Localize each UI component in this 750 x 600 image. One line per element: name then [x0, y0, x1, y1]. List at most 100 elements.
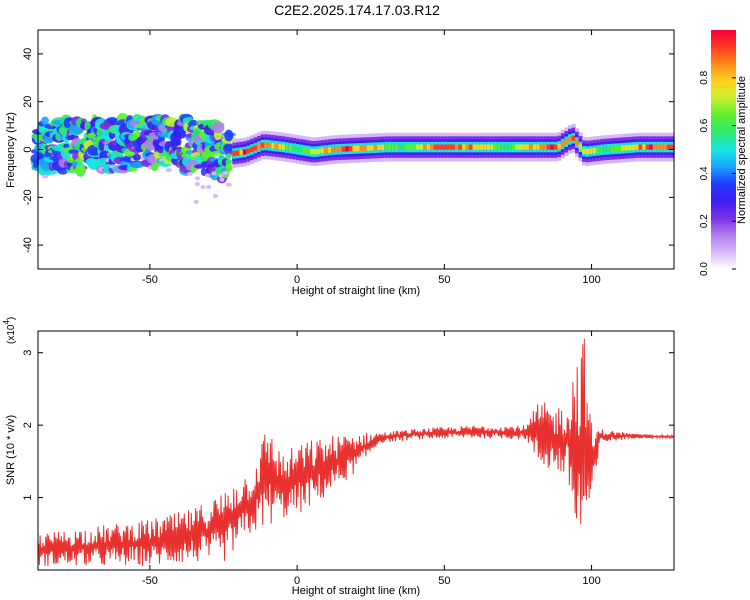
heatmap-cell [571, 135, 576, 141]
heatmap-cell [380, 144, 385, 150]
heatmap-cell [129, 161, 145, 168]
heatmap-cell [239, 149, 244, 156]
heatmap-cell [194, 182, 200, 187]
heatmap-cell [384, 144, 389, 150]
heatmap-cell [564, 139, 569, 145]
heatmap-cell [585, 148, 590, 155]
colorbar-tick-label: 0.0 [699, 262, 710, 276]
heatmap-cell [260, 142, 265, 148]
snr-y-tick-label: 2 [22, 422, 34, 428]
heatmap-cell [423, 144, 428, 150]
snr-y-ticks: 1 2 3 [22, 350, 674, 501]
heatmap-cell [341, 146, 346, 152]
heatmap-cell [426, 144, 431, 150]
heatmap-cell [42, 174, 49, 179]
heatmap-cell [398, 144, 403, 150]
heatmap-cell [659, 144, 664, 150]
heatmap-cell [285, 144, 290, 151]
heatmap-cell [225, 159, 233, 165]
heatmap-cell [317, 148, 322, 154]
heatmap-cell [225, 161, 233, 173]
svg-text:(x104): (x104) [2, 317, 17, 344]
heatmap-cell [41, 116, 50, 126]
colorbar-gradient [711, 30, 736, 269]
heatmap-cell [334, 146, 339, 153]
heatmap-cell [539, 144, 544, 150]
snr-y-tick-label: 3 [22, 350, 34, 356]
heatmap-cell [451, 144, 456, 150]
heatmap-cell [257, 144, 262, 150]
heatmap-cell [642, 144, 647, 150]
heatmap-cell [225, 153, 232, 159]
heatmap-cell [292, 146, 297, 152]
heatmap-cell [345, 146, 350, 152]
heatmap-cell [529, 144, 534, 150]
heatmap-cell [599, 147, 604, 153]
heatmap-cell [232, 150, 237, 157]
heatmap-cell [225, 182, 232, 187]
heatmap-cell [610, 146, 615, 152]
spectrogram-y-ticks: -40 -20 0 20 40 [22, 48, 674, 253]
heatmap-cell [253, 145, 258, 151]
snr-x-tick-label: -50 [142, 575, 158, 587]
colorbar-ticks: 0.0 0.2 0.4 0.6 0.8 [699, 70, 736, 276]
spectrogram-x-tick-label: 0 [294, 274, 300, 286]
heatmap-cell [645, 144, 650, 150]
heatmap-cell [363, 145, 368, 151]
heatmap-cell [205, 173, 211, 178]
spectrogram-panel: -50 0 50 100 -40 -20 0 20 40 Height of straight… [5, 29, 675, 297]
figure-title: C2E2.2025.174.17.03.R12 [274, 2, 440, 18]
heatmap-cell [242, 149, 248, 155]
heatmap-cell [663, 144, 668, 150]
colorbar: 0.0 0.2 0.4 0.6 0.8 Normalized spectral ampl… [699, 30, 748, 276]
heatmap-cell [194, 176, 200, 181]
heatmap-cell [299, 147, 304, 153]
heatmap-cell [543, 144, 548, 150]
heatmap-cell [592, 148, 597, 154]
heatmap-cell [603, 146, 608, 153]
heatmap-cell [532, 144, 537, 150]
heatmap-cell [313, 149, 318, 155]
heatmap-cell [437, 144, 442, 150]
snr-x-tick-label: 50 [438, 575, 450, 587]
heatmap-cell [128, 167, 139, 172]
heatmap-cell [409, 144, 414, 150]
heatmap-cell [536, 144, 541, 150]
heatmap-cell [440, 144, 445, 150]
heatmap-cell [479, 144, 484, 150]
heatmap-cell [306, 148, 311, 154]
colorbar-tick-label: 0.6 [699, 118, 710, 132]
heatmap-cell [310, 148, 315, 155]
snr-x-tick-label: 0 [294, 575, 300, 587]
heatmap-cell [416, 144, 421, 150]
heatmap-cell [638, 144, 643, 150]
heatmap-cell [391, 144, 396, 150]
heatmap-cell [212, 193, 218, 198]
heatmap-cell [490, 144, 495, 150]
spectrogram-y-tick-label: -40 [22, 237, 34, 253]
spectrogram-x-tick-label: 50 [438, 274, 450, 286]
heatmap-cell [522, 144, 527, 150]
heatmap-cell [401, 144, 407, 150]
heatmap-cell [193, 199, 199, 204]
spectrogram-y-tick-label: 0 [22, 146, 34, 152]
heatmap-cell [557, 143, 562, 149]
heatmap-cell [419, 144, 424, 150]
heatmap-cell [500, 144, 505, 150]
heatmap-cell [504, 144, 509, 150]
heatmap-cell [447, 144, 452, 150]
heatmap-cell [469, 144, 474, 150]
heatmap-cell [320, 148, 325, 154]
heatmap-cell [219, 177, 225, 182]
heatmap-cell [465, 144, 470, 150]
heatmap-cell [525, 144, 530, 150]
heatmap-cell [211, 171, 217, 176]
heatmap-cell [575, 139, 580, 146]
heatmap-cell [394, 144, 399, 150]
heatmap-cell [483, 144, 488, 150]
heatmap-cell [271, 143, 276, 149]
heatmap-cell [224, 129, 234, 142]
heatmap-cell [624, 145, 629, 151]
heatmap-cell [606, 146, 611, 152]
